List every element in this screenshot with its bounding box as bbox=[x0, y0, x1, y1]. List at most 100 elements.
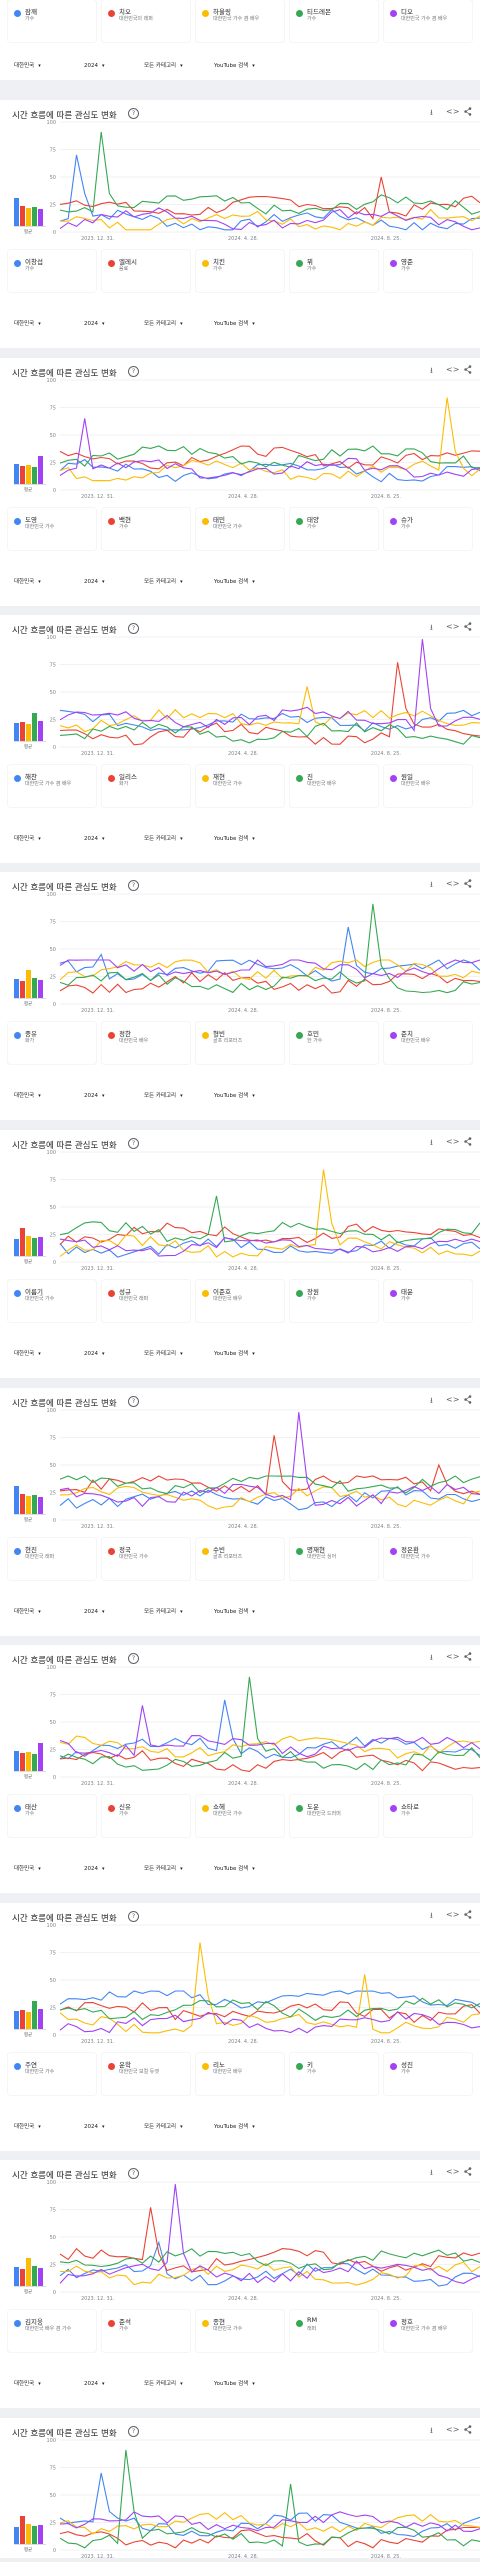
term-tile[interactable]: RM 래퍼 bbox=[290, 2310, 378, 2352]
term-tile[interactable]: 이준호 대한민국 배우 bbox=[196, 1280, 284, 1322]
embed-icon[interactable]: <> bbox=[446, 107, 460, 116]
term-tile[interactable]: 주연 대한민국 가수 bbox=[8, 2053, 96, 2095]
term-tile[interactable]: 엘레시 음료 bbox=[102, 250, 190, 292]
share-icon[interactable] bbox=[464, 1395, 472, 1406]
term-tile[interactable]: 태산 가수 bbox=[8, 1795, 96, 1837]
term-tile[interactable]: 디오 대한민국 가수 겸 배우 bbox=[384, 0, 472, 42]
control-dropdown[interactable]: 모든 카테고리 ▾ bbox=[138, 1863, 206, 1875]
control-dropdown[interactable]: 2024 ▾ bbox=[78, 1090, 132, 1102]
control-dropdown[interactable]: 2024 ▾ bbox=[78, 1348, 132, 1360]
share-icon[interactable] bbox=[464, 622, 472, 633]
share-icon[interactable] bbox=[464, 1910, 472, 1921]
term-tile[interactable]: 준석 가수 bbox=[102, 2310, 190, 2352]
term-tile[interactable]: 쇼타로 가수 bbox=[384, 1795, 472, 1837]
download-icon[interactable]: ⭳ bbox=[430, 2426, 433, 2435]
term-tile[interactable]: 호민 한 가수 bbox=[290, 1022, 378, 1064]
share-icon[interactable] bbox=[464, 2167, 472, 2178]
control-dropdown[interactable]: 모든 카테고리 ▾ bbox=[138, 1606, 206, 1618]
control-dropdown[interactable]: 모든 카테고리 ▾ bbox=[138, 2121, 206, 2133]
control-dropdown[interactable]: YouTube 검색 ▾ bbox=[208, 2121, 284, 2133]
embed-icon[interactable]: <> bbox=[446, 879, 460, 888]
control-dropdown[interactable]: YouTube 검색 ▾ bbox=[208, 1863, 284, 1875]
control-dropdown[interactable]: YouTube 검색 ▾ bbox=[208, 576, 284, 588]
term-tile[interactable]: 슈가 가수 bbox=[384, 508, 472, 550]
term-tile[interactable]: 장원 가수 bbox=[290, 1280, 378, 1322]
embed-icon[interactable]: <> bbox=[446, 622, 460, 631]
term-tile[interactable]: 잠깨 가수 bbox=[8, 0, 96, 42]
control-dropdown[interactable]: YouTube 검색 ▾ bbox=[208, 1348, 284, 1360]
control-dropdown[interactable]: 대한민국 ▾ bbox=[8, 2121, 72, 2133]
share-icon[interactable] bbox=[464, 365, 472, 376]
term-tile[interactable]: 일리스 화가 bbox=[102, 765, 190, 807]
help-icon[interactable]: ? bbox=[128, 1911, 139, 1922]
term-tile[interactable]: 티드레몬 가수 bbox=[290, 0, 378, 42]
term-tile[interactable]: 김지웅 대한민국 배우 겸 가수 bbox=[8, 2310, 96, 2352]
share-icon[interactable] bbox=[464, 879, 472, 890]
term-tile[interactable]: 운학 대한민국 보컬 듀엣 bbox=[102, 2053, 190, 2095]
term-tile[interactable]: 뷔 가수 bbox=[290, 250, 378, 292]
help-icon[interactable]: ? bbox=[128, 2168, 139, 2179]
term-tile[interactable]: 쇼헤 대한민국 가수 bbox=[196, 1795, 284, 1837]
term-tile[interactable]: 형빈 골프 리포터즈 bbox=[196, 1022, 284, 1064]
embed-icon[interactable]: <> bbox=[446, 1395, 460, 1404]
help-icon[interactable]: ? bbox=[128, 1653, 139, 1664]
download-icon[interactable]: ⭳ bbox=[430, 2168, 433, 2177]
control-dropdown[interactable]: 2024 ▾ bbox=[78, 1863, 132, 1875]
download-icon[interactable]: ⭳ bbox=[430, 1396, 433, 1405]
term-tile[interactable]: 태양 가수 bbox=[290, 508, 378, 550]
embed-icon[interactable]: <> bbox=[446, 1137, 460, 1146]
control-dropdown[interactable]: 대한민국 ▾ bbox=[8, 60, 72, 72]
control-dropdown[interactable]: 2024 ▾ bbox=[78, 576, 132, 588]
help-icon[interactable]: ? bbox=[128, 623, 139, 634]
term-tile[interactable]: 명재현 대한민국 싱어 bbox=[290, 1538, 378, 1580]
term-tile[interactable]: 성진 가수 bbox=[384, 2053, 472, 2095]
term-tile[interactable]: 준치 대한민국 배우 bbox=[384, 1022, 472, 1064]
control-dropdown[interactable]: 모든 카테고리 ▾ bbox=[138, 2378, 206, 2390]
control-dropdown[interactable]: 대한민국 ▾ bbox=[8, 1863, 72, 1875]
download-icon[interactable]: ⭳ bbox=[430, 108, 433, 117]
download-icon[interactable]: ⭳ bbox=[430, 366, 433, 375]
control-dropdown[interactable]: 대한민국 ▾ bbox=[8, 318, 72, 330]
control-dropdown[interactable]: YouTube 검색 ▾ bbox=[208, 318, 284, 330]
control-dropdown[interactable]: 모든 카테고리 ▾ bbox=[138, 576, 206, 588]
control-dropdown[interactable]: YouTube 검색 ▾ bbox=[208, 1090, 284, 1102]
term-tile[interactable]: 도운 대한민국 드러머 bbox=[290, 1795, 378, 1837]
control-dropdown[interactable]: 모든 카테고리 ▾ bbox=[138, 1090, 206, 1102]
term-tile[interactable]: 백현 가수 bbox=[102, 508, 190, 550]
term-tile[interactable]: 정한 대한민국 배우 bbox=[102, 1022, 190, 1064]
help-icon[interactable]: ? bbox=[128, 2426, 139, 2437]
control-dropdown[interactable]: YouTube 검색 ▾ bbox=[208, 833, 284, 845]
term-tile[interactable]: 키 가수 bbox=[290, 2053, 378, 2095]
term-tile[interactable]: 종현 대한민국 가수 bbox=[196, 2310, 284, 2352]
control-dropdown[interactable]: 대한민국 ▾ bbox=[8, 833, 72, 845]
term-tile[interactable]: 해찬 대한민국 가수 겸 배우 bbox=[8, 765, 96, 807]
control-dropdown[interactable]: 2024 ▾ bbox=[78, 1606, 132, 1618]
term-tile[interactable]: 태민 대한민국 가수 bbox=[196, 508, 284, 550]
term-tile[interactable]: 현진 대한민국 래퍼 bbox=[8, 1538, 96, 1580]
control-dropdown[interactable]: 대한민국 ▾ bbox=[8, 1348, 72, 1360]
help-icon[interactable]: ? bbox=[128, 880, 139, 891]
control-dropdown[interactable]: 2024 ▾ bbox=[78, 318, 132, 330]
embed-icon[interactable]: <> bbox=[446, 1910, 460, 1919]
term-tile[interactable]: 신유 가수 bbox=[102, 1795, 190, 1837]
help-icon[interactable]: ? bbox=[128, 1138, 139, 1149]
control-dropdown[interactable]: 2024 ▾ bbox=[78, 2121, 132, 2133]
term-tile[interactable]: 태윤 가수 bbox=[384, 1280, 472, 1322]
term-tile[interactable]: 도영 대한민국 가수 bbox=[8, 508, 96, 550]
term-tile[interactable]: 원일 대한민국 배우 bbox=[384, 765, 472, 807]
embed-icon[interactable]: <> bbox=[446, 365, 460, 374]
term-tile[interactable]: 치오 대한민국의 래퍼 bbox=[102, 0, 190, 42]
control-dropdown[interactable]: 대한민국 ▾ bbox=[8, 1090, 72, 1102]
term-tile[interactable]: 수빈 골프 리포터즈 bbox=[196, 1538, 284, 1580]
control-dropdown[interactable]: YouTube 검색 ▾ bbox=[208, 2378, 284, 2390]
term-tile[interactable]: 이름기 대한민국 가수 bbox=[8, 1280, 96, 1322]
term-tile[interactable]: 치킨 가수 bbox=[196, 250, 284, 292]
term-tile[interactable]: 진 대한민국 배우 bbox=[290, 765, 378, 807]
share-icon[interactable] bbox=[464, 1137, 472, 1148]
term-tile[interactable]: 정호 대한민국 가수 겸 배우 bbox=[384, 2310, 472, 2352]
control-dropdown[interactable]: 모든 카테고리 ▾ bbox=[138, 833, 206, 845]
control-dropdown[interactable]: 모든 카테고리 ▾ bbox=[138, 60, 206, 72]
control-dropdown[interactable]: 대한민국 ▾ bbox=[8, 2378, 72, 2390]
control-dropdown[interactable]: YouTube 검색 ▾ bbox=[208, 1606, 284, 1618]
control-dropdown[interactable]: 2024 ▾ bbox=[78, 60, 132, 72]
